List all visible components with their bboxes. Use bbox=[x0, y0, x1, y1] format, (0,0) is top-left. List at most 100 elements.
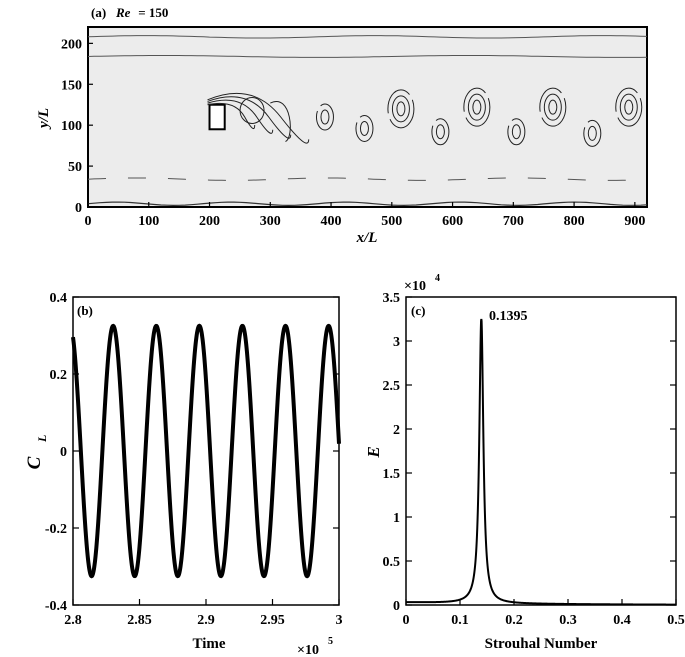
panel-b-x-tick-label: 2.8 bbox=[64, 613, 82, 628]
panel-a-contours bbox=[87, 35, 648, 207]
panel-a-vortex-contour bbox=[548, 99, 558, 115]
panel-a-vortex-contour bbox=[583, 119, 602, 147]
panel-a-x-tick-label: 600 bbox=[442, 214, 463, 229]
panel-b-x-multiplier: ×10 bbox=[297, 643, 319, 657]
panel-c-y-tick-label: 2.5 bbox=[383, 379, 401, 394]
panel-c-x-ticks: 0 0.1 0.2 0.3 0.4 0.5 bbox=[403, 599, 685, 628]
panel-a-x-tick-label: 700 bbox=[503, 214, 524, 229]
panel-a-y-ticks: 0 50 100 150 200 bbox=[61, 37, 93, 216]
panel-c-y-multiplier-exp: 4 bbox=[435, 273, 440, 284]
panel-a-vortex-contour bbox=[467, 93, 486, 121]
panel-a-vortex-contour bbox=[431, 118, 450, 146]
panel-b-label: (b) bbox=[77, 303, 93, 318]
panel-a-vortex-contour bbox=[435, 124, 445, 140]
panel-b-x-multiplier-exp: 5 bbox=[328, 636, 333, 647]
panel-a-vortex-contour bbox=[320, 109, 330, 125]
panel-b-x-axis-label: Time bbox=[192, 636, 225, 652]
panel-b-x-tick-label: 3 bbox=[336, 613, 343, 628]
panel-a-contour-bottom bbox=[87, 201, 648, 207]
panel-a-wake-line bbox=[270, 100, 291, 143]
panel-c: (c) 0.1395 0 0.1 0.2 0.3 0.4 0.5 0 0.5 1 1.5 2 2.5… bbox=[364, 273, 685, 652]
panel-a-vortex-contour bbox=[511, 124, 521, 140]
panel-a-frame bbox=[87, 26, 648, 208]
panel-c-y-tick-label: 3 bbox=[393, 335, 400, 350]
panel-b-x-ticks: 2.8 2.85 2.9 2.95 3 bbox=[64, 599, 343, 628]
panel-a-y-tick-label: 50 bbox=[68, 160, 82, 175]
panel-a-contour-upper bbox=[87, 35, 648, 39]
panel-b-y-tick-label: 0 bbox=[60, 445, 67, 460]
panel-c-x-tick-label: 0.5 bbox=[667, 613, 685, 628]
panel-b-y-tick-label: 0.4 bbox=[50, 291, 68, 306]
panel-b-x-tick-label: 2.9 bbox=[197, 613, 215, 628]
panel-a-label: (a) bbox=[91, 5, 106, 20]
panel-b-y-axis-label-sub: L bbox=[35, 435, 49, 443]
panel-b-y-tick-label: -0.2 bbox=[45, 522, 67, 537]
panel-a-y-tick-label: 150 bbox=[61, 78, 82, 93]
panel-a-vortex-contour bbox=[615, 87, 643, 127]
panel-c-x-tick-label: 0.1 bbox=[451, 613, 469, 628]
panel-c-y-tick-label: 3.5 bbox=[383, 291, 401, 306]
panel-c-x-tick-label: 0.2 bbox=[505, 613, 523, 628]
panel-a-x-tick-label: 800 bbox=[564, 214, 585, 229]
panel-a-x-tick-label: 500 bbox=[381, 214, 402, 229]
panel-a-title-var: Re bbox=[115, 5, 131, 20]
panel-a-x-tick-label: 900 bbox=[624, 214, 645, 229]
panel-a-vortex-contour bbox=[507, 118, 526, 146]
panel-b-x-tick-label: 2.85 bbox=[127, 613, 152, 628]
panel-b-cl-series bbox=[71, 323, 341, 579]
panel-a-vortex-contour bbox=[472, 99, 482, 115]
panel-a-vortex-contour bbox=[396, 101, 406, 117]
panel-a-title-rest: = 150 bbox=[135, 5, 168, 20]
panel-a-vortex-contour bbox=[587, 125, 597, 141]
panel-c-peak-annotation: 0.1395 bbox=[489, 309, 528, 324]
panel-c-y-axis-label: E bbox=[364, 446, 383, 458]
panel-c-frame bbox=[405, 296, 677, 606]
panel-b: (b) 2.8 2.85 2.9 2.95 3 -0.4 -0.2 0 0.2 0.4 Time… bbox=[24, 291, 343, 657]
panel-a-x-tick-label: 0 bbox=[85, 214, 92, 229]
panel-b-y-axis-label: C bbox=[24, 456, 45, 469]
panel-b-frame bbox=[72, 296, 340, 606]
panel-a-x-tick-label: 100 bbox=[138, 214, 159, 229]
panel-a-vortex-contour bbox=[387, 89, 415, 129]
panel-a-y-tick-label: 200 bbox=[61, 37, 82, 52]
panel-a-vortex-contour bbox=[391, 95, 410, 123]
panel-a-vortex-contour bbox=[619, 93, 638, 121]
panel-a-x-tick-label: 400 bbox=[321, 214, 342, 229]
panel-a-vortex-contour bbox=[355, 114, 374, 142]
panel-c-x-axis-label: Strouhal Number bbox=[485, 636, 598, 652]
panel-a-x-tick-label: 200 bbox=[199, 214, 220, 229]
panel-c-x-tick-label: 0.3 bbox=[559, 613, 577, 628]
panel-a-y-tick-label: 100 bbox=[61, 119, 82, 134]
panel-a-x-axis-label: x/L bbox=[356, 230, 378, 246]
panel-a-wake-vortex bbox=[239, 96, 265, 124]
panel-a-x-tick-label: 300 bbox=[260, 214, 281, 229]
panel-c-label: (c) bbox=[411, 303, 425, 318]
panel-a-x-ticks: 0 100 200 300 400 500 600 700 800 900 bbox=[85, 202, 645, 229]
panel-c-y-multiplier: ×10 bbox=[404, 279, 426, 294]
panel-c-x-tick-label: 0 bbox=[403, 613, 410, 628]
panel-c-y-tick-label: 2 bbox=[393, 423, 400, 438]
panel-c-y-tick-label: 0.5 bbox=[383, 555, 401, 570]
panel-c-y-tick-label: 0 bbox=[393, 599, 400, 614]
panel-c-y-tick-label: 1.5 bbox=[383, 467, 401, 482]
panel-c-x-tick-label: 0.4 bbox=[613, 613, 631, 628]
panel-a-y-axis-label: y/L bbox=[36, 108, 52, 130]
panel-b-y-tick-label: 0.2 bbox=[50, 368, 68, 383]
panel-a-vortex-contour bbox=[539, 87, 567, 127]
panel-a-vortex-contour bbox=[359, 120, 369, 136]
panel-a-wake-line bbox=[207, 99, 274, 134]
panel-a-wake-line bbox=[207, 102, 256, 130]
panel-a-obstacle bbox=[208, 103, 226, 131]
panel-a-contour-lower bbox=[87, 177, 648, 181]
panel-a-vortex-contour bbox=[463, 87, 491, 127]
panel-a-vortex-contour bbox=[543, 93, 562, 121]
panel-c-spectrum-series bbox=[405, 318, 676, 606]
panel-b-y-tick-label: -0.4 bbox=[45, 599, 67, 614]
panel-a-vortex-contour bbox=[624, 99, 634, 115]
panel-a-wake-line bbox=[207, 92, 310, 144]
panel-b-y-ticks: -0.4 -0.2 0 0.2 0.4 bbox=[45, 291, 339, 614]
panel-c-y-ticks: 0 0.5 1 1.5 2 2.5 3 3.5 bbox=[383, 291, 676, 614]
panel-b-x-tick-label: 2.95 bbox=[260, 613, 285, 628]
panel-a-contour-upper-2 bbox=[87, 55, 648, 58]
